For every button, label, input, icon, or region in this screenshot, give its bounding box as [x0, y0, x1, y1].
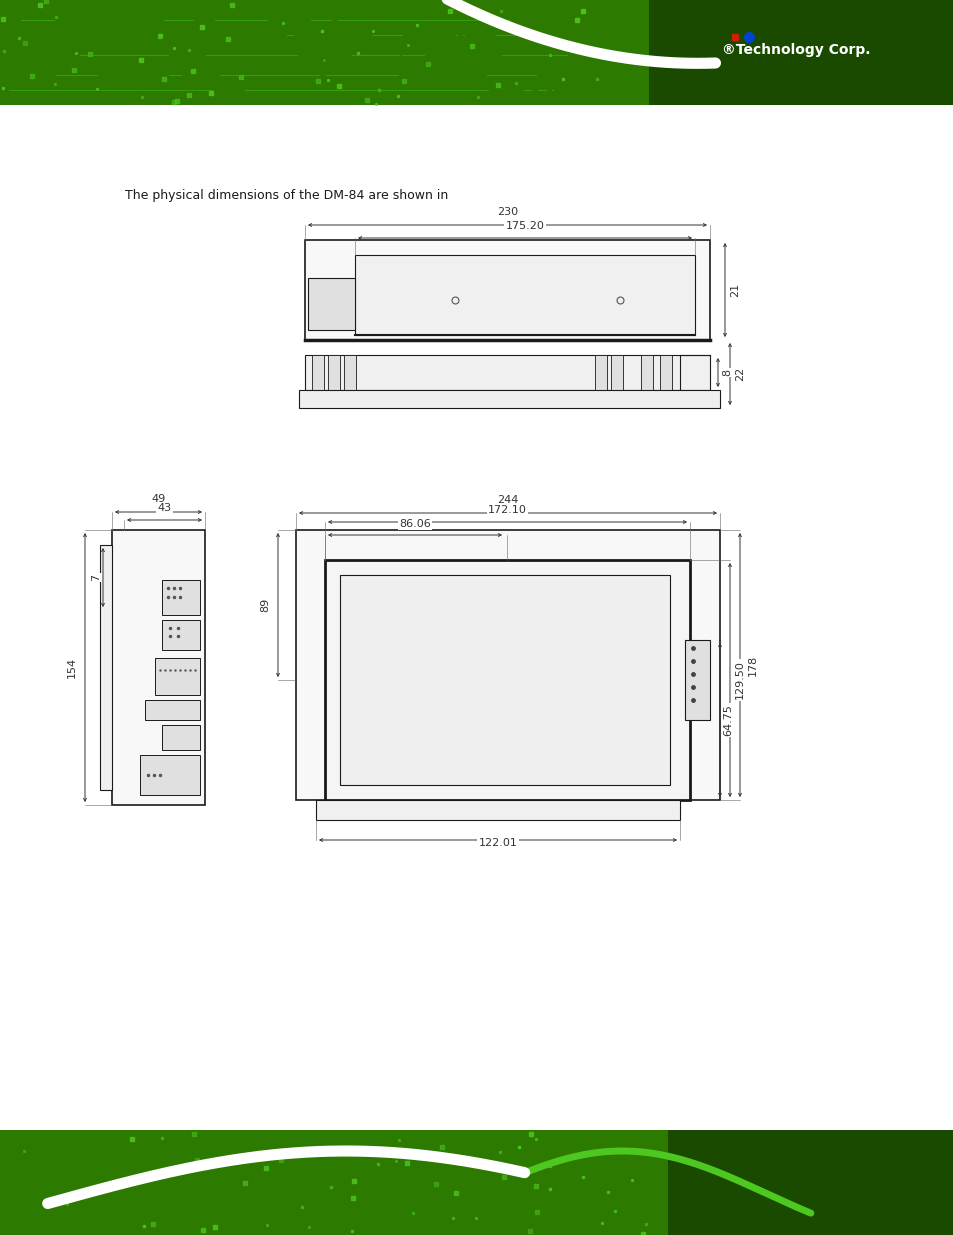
Text: 122.01: 122.01 — [478, 839, 517, 848]
Text: 244: 244 — [497, 495, 518, 505]
Bar — [595, 354, 606, 390]
Text: 43: 43 — [157, 503, 172, 513]
Bar — [112, 530, 205, 805]
Bar — [162, 725, 200, 750]
Text: 178: 178 — [747, 655, 758, 676]
Bar — [0, 0, 686, 105]
Text: 154: 154 — [67, 657, 77, 678]
Bar — [312, 354, 324, 390]
Text: The physical dimensions of the DM-84 are shown in: The physical dimensions of the DM-84 are… — [125, 189, 448, 201]
Bar — [355, 254, 695, 335]
Bar — [328, 354, 339, 390]
Text: 129.50: 129.50 — [734, 661, 744, 699]
Text: 21: 21 — [729, 283, 740, 298]
Bar — [325, 559, 689, 800]
Bar — [648, 0, 953, 105]
Bar — [154, 658, 200, 695]
Bar — [0, 1130, 667, 1235]
Bar — [610, 354, 622, 390]
Bar — [145, 700, 200, 720]
Text: 7: 7 — [91, 574, 101, 580]
Text: 89: 89 — [260, 598, 270, 613]
Bar — [298, 390, 720, 408]
Text: 230: 230 — [497, 207, 517, 217]
Bar — [640, 354, 652, 390]
Text: 64.75: 64.75 — [722, 704, 732, 736]
Bar — [344, 354, 355, 390]
Bar — [140, 755, 200, 795]
Bar — [162, 620, 200, 650]
Bar — [684, 640, 709, 720]
Text: 172.10: 172.10 — [488, 505, 526, 515]
Text: 175.20: 175.20 — [505, 221, 544, 231]
Text: 8: 8 — [721, 369, 731, 377]
Text: 86.06: 86.06 — [398, 519, 431, 529]
Bar — [100, 545, 112, 790]
Text: ®Technology Corp.: ®Technology Corp. — [721, 43, 870, 57]
Bar — [295, 530, 720, 800]
Bar — [308, 278, 355, 330]
Text: 49: 49 — [152, 494, 166, 504]
Bar — [305, 240, 709, 340]
Bar — [659, 354, 671, 390]
Bar — [305, 354, 709, 390]
Text: 22: 22 — [734, 367, 744, 382]
Bar — [339, 576, 669, 785]
Bar — [315, 800, 679, 820]
Bar — [162, 580, 200, 615]
